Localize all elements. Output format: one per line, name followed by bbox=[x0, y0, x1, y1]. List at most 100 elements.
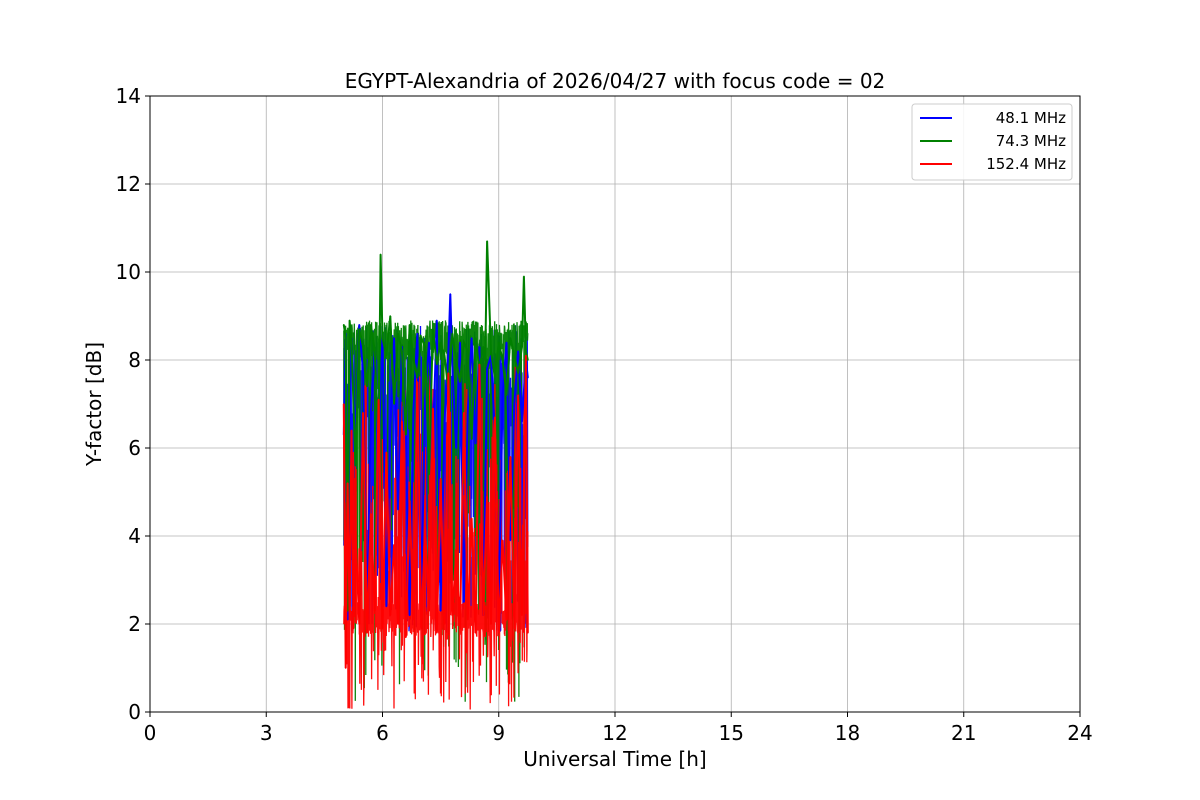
data-point-74mhz bbox=[482, 346, 485, 348]
data-point-48mhz bbox=[416, 332, 419, 335]
data-point-74mhz bbox=[404, 434, 407, 436]
data-point-74mhz bbox=[370, 324, 372, 326]
data-point-48mhz bbox=[459, 341, 461, 344]
data-point-152mhz bbox=[439, 478, 442, 480]
data-point-74mhz bbox=[344, 337, 347, 339]
data-point-74mhz bbox=[466, 350, 469, 353]
data-point-48mhz bbox=[474, 442, 477, 445]
data-point-74mhz bbox=[470, 438, 473, 441]
data-point-48mhz bbox=[501, 394, 504, 397]
data-point-48mhz bbox=[428, 341, 430, 344]
data-point-48mhz bbox=[505, 341, 508, 344]
data-point-152mhz bbox=[342, 403, 345, 405]
data-point-74mhz bbox=[389, 315, 392, 317]
data-point-48mhz bbox=[358, 324, 361, 326]
data-point-48mhz bbox=[521, 420, 523, 423]
data-point-74mhz bbox=[497, 341, 500, 344]
x-axis-label: Universal Time [h] bbox=[523, 747, 706, 771]
series-lines bbox=[342, 240, 529, 669]
x-tick-label: 21 bbox=[951, 721, 976, 745]
data-point-152mhz bbox=[435, 632, 438, 634]
data-point-74mhz bbox=[432, 328, 434, 331]
y-tick-label: 6 bbox=[128, 436, 141, 460]
series-line-152mhz bbox=[342, 355, 529, 669]
data-point-152mhz bbox=[366, 632, 368, 634]
data-point-74mhz bbox=[513, 354, 516, 357]
data-point-74mhz bbox=[362, 346, 364, 348]
data-point-74mhz bbox=[505, 394, 508, 397]
x-tick-label: 12 bbox=[602, 721, 627, 745]
data-point-152mhz bbox=[527, 632, 529, 634]
data-point-152mhz bbox=[447, 372, 450, 375]
legend-label-152mhz: 152.4 MHz bbox=[986, 155, 1066, 173]
data-point-48mhz bbox=[393, 337, 395, 339]
data-point-74mhz bbox=[463, 341, 465, 344]
legend: 48.1 MHz 74.3 MHz 152.4 MHz bbox=[911, 103, 1073, 181]
data-point-74mhz bbox=[451, 332, 454, 335]
data-point-152mhz bbox=[501, 539, 504, 542]
data-point-152mhz bbox=[513, 627, 516, 630]
legend-box bbox=[911, 103, 1073, 181]
data-point-74mhz bbox=[525, 350, 527, 353]
data-point-152mhz bbox=[505, 618, 508, 621]
data-point-48mhz bbox=[527, 376, 529, 379]
data-point-74mhz bbox=[342, 324, 345, 326]
data-point-74mhz bbox=[401, 350, 403, 353]
data-point-152mhz bbox=[373, 610, 376, 612]
data-point-152mhz bbox=[490, 623, 492, 625]
data-point-48mhz bbox=[463, 601, 465, 603]
data-point-152mhz bbox=[443, 623, 446, 625]
data-point-152mhz bbox=[451, 614, 454, 616]
data-point-74mhz bbox=[517, 372, 519, 375]
data-point-152mhz bbox=[397, 623, 399, 625]
x-tick-label: 24 bbox=[1067, 721, 1092, 745]
data-point-152mhz bbox=[385, 451, 388, 454]
data-point-74mhz bbox=[428, 473, 430, 476]
data-point-152mhz bbox=[358, 623, 361, 625]
data-point-48mhz bbox=[408, 614, 411, 616]
y-tick-label: 10 bbox=[116, 260, 141, 284]
data-point-48mhz bbox=[346, 618, 349, 621]
data-point-74mhz bbox=[459, 381, 461, 383]
data-point-48mhz bbox=[451, 363, 454, 366]
data-point-48mhz bbox=[389, 429, 392, 432]
data-point-74mhz bbox=[416, 376, 419, 379]
y-tick-label: 8 bbox=[128, 348, 141, 372]
data-point-152mhz bbox=[389, 614, 392, 616]
data-point-152mhz bbox=[350, 429, 353, 432]
data-point-74mhz bbox=[350, 341, 353, 344]
data-point-152mhz bbox=[377, 398, 380, 401]
data-point-74mhz bbox=[494, 376, 496, 379]
data-point-152mhz bbox=[354, 530, 357, 533]
data-point-48mhz bbox=[449, 293, 452, 295]
data-point-48mhz bbox=[513, 403, 516, 405]
data-point-74mhz bbox=[439, 341, 442, 344]
data-point-152mhz bbox=[370, 513, 372, 515]
data-point-152mhz bbox=[412, 618, 415, 621]
data-point-74mhz bbox=[455, 359, 457, 361]
data-point-152mhz bbox=[401, 420, 403, 423]
data-point-74mhz bbox=[348, 319, 351, 322]
y-tick-label: 4 bbox=[128, 524, 141, 548]
data-point-48mhz bbox=[455, 447, 457, 449]
data-point-74mhz bbox=[379, 253, 382, 256]
y-tick-label: 2 bbox=[128, 612, 141, 636]
data-point-74mhz bbox=[354, 464, 357, 467]
data-point-152mhz bbox=[362, 412, 364, 414]
data-point-152mhz bbox=[470, 517, 473, 520]
data-point-74mhz bbox=[523, 275, 525, 278]
data-point-152mhz bbox=[509, 456, 512, 458]
data-point-74mhz bbox=[484, 359, 486, 361]
data-point-48mhz bbox=[362, 372, 364, 375]
data-point-74mhz bbox=[385, 354, 388, 357]
data-point-152mhz bbox=[474, 632, 477, 634]
series-line-74mhz bbox=[342, 241, 529, 611]
data-point-48mhz bbox=[424, 398, 426, 401]
data-point-48mhz bbox=[478, 346, 481, 348]
data-point-74mhz bbox=[366, 385, 368, 388]
data-point-74mhz bbox=[420, 337, 423, 339]
data-point-48mhz bbox=[435, 319, 438, 322]
data-point-74mhz bbox=[381, 337, 384, 339]
data-point-152mhz bbox=[466, 618, 469, 621]
data-point-74mhz bbox=[490, 350, 492, 353]
